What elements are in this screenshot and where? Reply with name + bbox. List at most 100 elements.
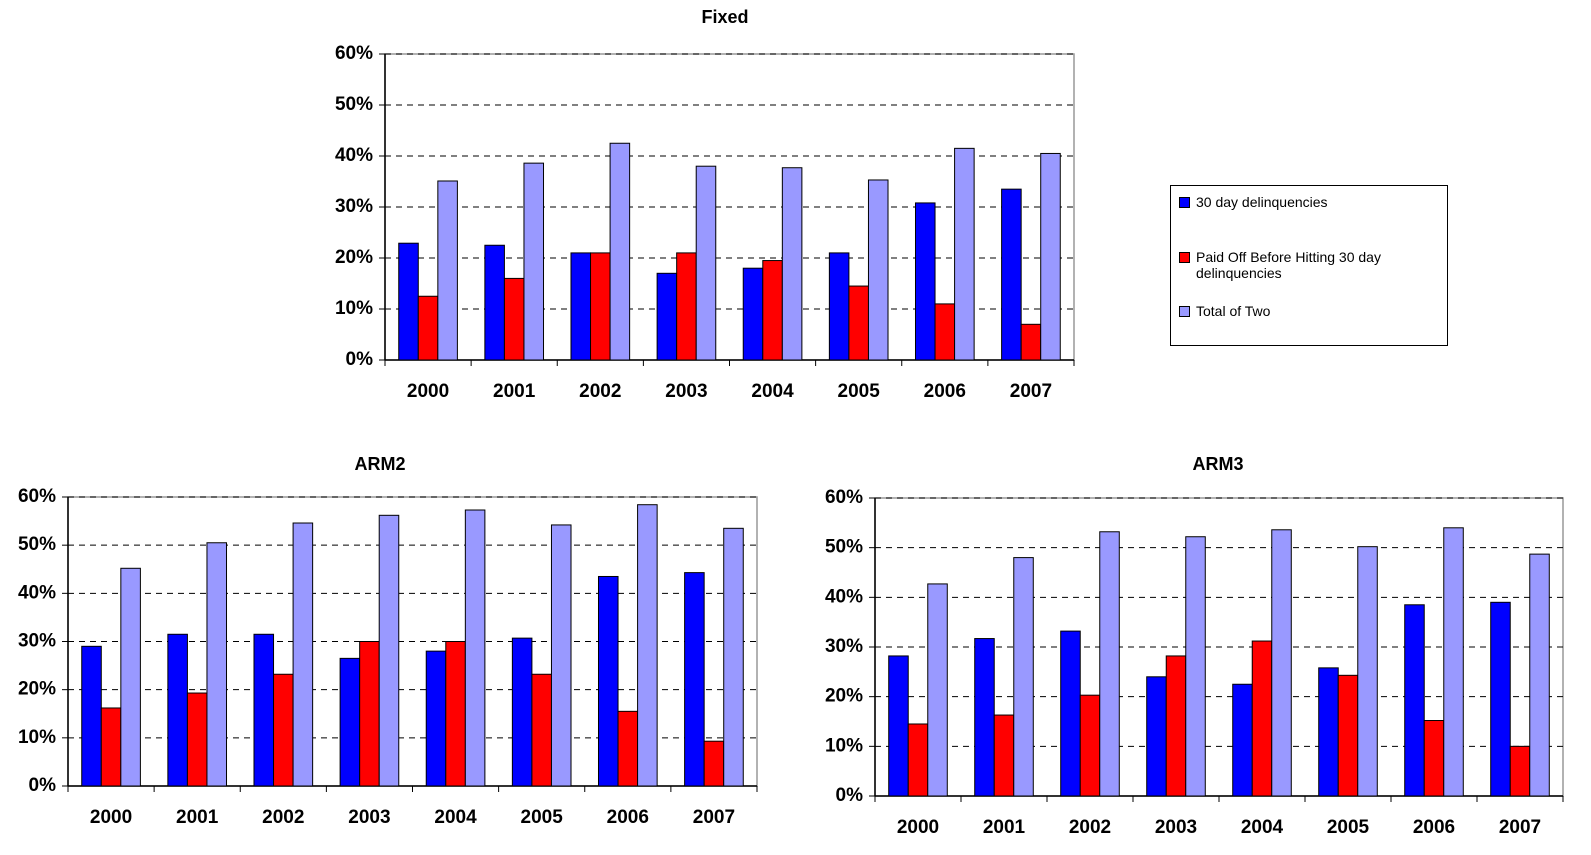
bar <box>1443 527 1464 797</box>
bar <box>848 285 869 361</box>
bar <box>954 147 975 361</box>
y-tick-label: 0% <box>29 775 57 796</box>
y-tick-label: 40% <box>825 586 863 607</box>
x-tick-label: 2007 <box>693 807 735 828</box>
y-tick-label: 30% <box>825 636 863 657</box>
chart-title: ARM3 <box>1192 454 1243 474</box>
bar <box>703 740 725 787</box>
legend: 30 day delinquencies Paid Off Before Hitt… <box>1170 185 1448 346</box>
x-tick-label: 2007 <box>1010 381 1052 402</box>
x-tick-label: 2002 <box>1069 817 1111 838</box>
bar <box>934 303 956 361</box>
x-tick-label: 2000 <box>897 817 939 838</box>
x-tick-label: 2001 <box>176 807 219 828</box>
bar <box>1529 553 1550 797</box>
x-tick-label: 2001 <box>983 817 1026 838</box>
bar <box>1404 604 1425 797</box>
bar <box>503 277 525 361</box>
bar <box>597 575 619 787</box>
bar <box>1165 655 1187 797</box>
bar <box>1146 676 1167 797</box>
x-tick-label: 2006 <box>607 807 649 828</box>
bar <box>81 645 102 787</box>
bar <box>484 244 505 361</box>
bar <box>1185 536 1206 797</box>
x-tick-label: 2000 <box>407 381 449 402</box>
y-tick-label: 20% <box>18 679 56 700</box>
y-tick-label: 50% <box>825 537 863 558</box>
bar <box>867 179 889 361</box>
bar <box>723 527 744 787</box>
y-tick-label: 20% <box>335 247 373 268</box>
bar <box>590 252 611 361</box>
bar <box>1060 630 1081 797</box>
bar <box>1423 720 1445 797</box>
legend-label: Paid Off Before Hitting 30 day delinquen… <box>1196 249 1381 281</box>
legend-swatch <box>1179 306 1190 317</box>
bar <box>550 524 572 787</box>
bar <box>186 692 208 787</box>
bar <box>617 710 639 787</box>
bar <box>1490 601 1511 797</box>
bar <box>907 723 929 797</box>
y-tick-label: 50% <box>335 94 373 115</box>
x-tick-label: 2007 <box>1499 817 1541 838</box>
y-tick-label: 30% <box>335 196 373 217</box>
bar <box>1099 531 1120 797</box>
bar <box>253 633 275 787</box>
x-tick-label: 2001 <box>493 381 536 402</box>
x-tick-label: 2005 <box>521 807 564 828</box>
legend-label: Total of Two <box>1196 303 1271 319</box>
bar <box>1020 323 1042 361</box>
bar <box>359 641 380 787</box>
y-tick-label: 40% <box>18 582 56 603</box>
bar <box>1079 694 1101 797</box>
y-tick-label: 10% <box>825 735 863 756</box>
bar <box>1251 640 1273 797</box>
y-tick-label: 10% <box>335 298 373 319</box>
y-tick-label: 20% <box>825 686 863 707</box>
y-tick-label: 0% <box>346 349 374 370</box>
bar <box>273 673 294 787</box>
bar <box>437 180 458 361</box>
bar <box>676 252 697 361</box>
bar <box>914 202 936 361</box>
y-tick-label: 60% <box>335 43 373 64</box>
bar <box>1232 683 1253 797</box>
bar <box>523 162 545 361</box>
bar <box>511 637 533 787</box>
bar <box>927 583 948 797</box>
y-tick-label: 60% <box>825 487 863 508</box>
bar <box>398 242 419 361</box>
bar <box>100 707 122 787</box>
legend-item: Total of Two <box>1179 303 1441 319</box>
bar <box>1357 546 1378 797</box>
bar <box>1509 745 1531 797</box>
x-tick-label: 2003 <box>665 381 707 402</box>
bar <box>1318 667 1339 797</box>
y-tick-label: 30% <box>18 631 56 652</box>
y-tick-label: 50% <box>18 534 56 555</box>
bar <box>762 260 783 361</box>
legend-item: 30 day delinquencies <box>1179 194 1441 210</box>
bar <box>531 673 552 787</box>
legend-swatch <box>1179 197 1190 208</box>
bar <box>1040 152 1061 361</box>
x-tick-label: 2005 <box>838 381 881 402</box>
bar <box>656 272 678 361</box>
bar <box>445 641 466 787</box>
bar <box>695 165 717 361</box>
x-tick-label: 2005 <box>1327 817 1370 838</box>
bar <box>1271 529 1292 797</box>
x-tick-label: 2004 <box>751 381 794 402</box>
bar <box>464 509 486 787</box>
y-tick-label: 40% <box>335 145 373 166</box>
bar <box>637 504 658 787</box>
legend-swatch <box>1179 252 1190 263</box>
x-tick-label: 2006 <box>1413 817 1455 838</box>
y-tick-label: 10% <box>18 727 56 748</box>
x-tick-label: 2003 <box>1155 817 1197 838</box>
bar <box>570 252 592 361</box>
